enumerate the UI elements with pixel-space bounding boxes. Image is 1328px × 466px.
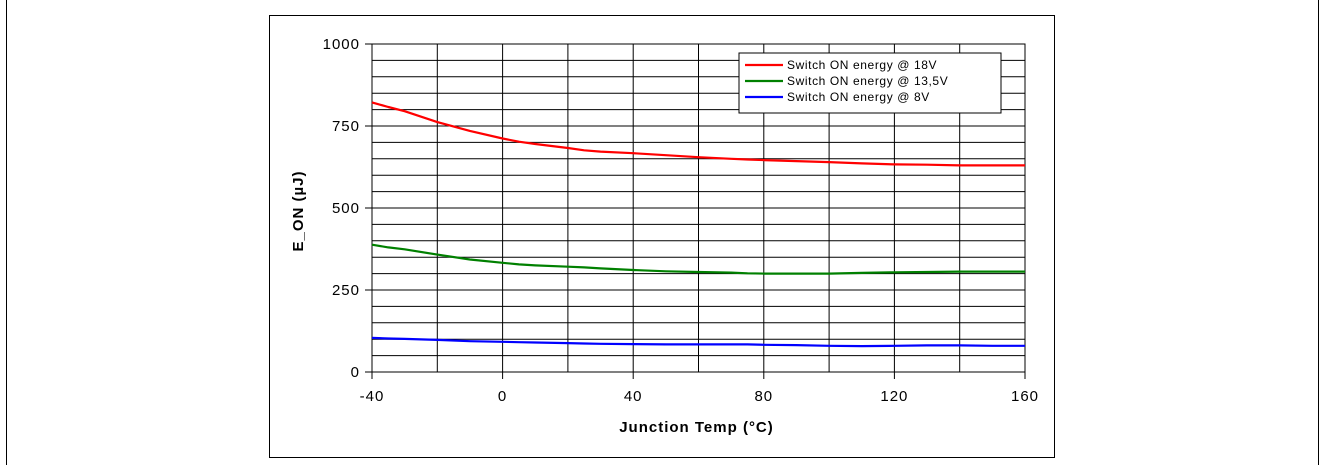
y-tick-label: 500	[332, 200, 360, 217]
x-tick-label: 120	[880, 388, 908, 405]
legend-label: Switch ON energy @ 8V	[787, 90, 930, 104]
y-axis-title: E_ON (µJ)	[290, 171, 307, 252]
x-tick-label: -40	[360, 388, 385, 405]
y-tick-label: 1000	[323, 36, 360, 53]
legend-label: Switch ON energy @ 13,5V	[787, 74, 948, 88]
series-lines	[371, 101, 1025, 348]
y-tick-label: 0	[351, 364, 360, 381]
y-tick-label: 250	[332, 282, 360, 299]
series-line-3	[371, 336, 1025, 348]
series-line-2	[371, 243, 1025, 275]
legend-box	[738, 52, 1002, 114]
y-tick-label: 750	[332, 118, 360, 135]
series-line-1	[371, 101, 1025, 167]
legend: Switch ON energy @ 18V Switch ON energy @…	[738, 52, 1002, 114]
x-tick-label: 80	[754, 388, 773, 405]
legend-label: Switch ON energy @ 18V	[787, 58, 937, 72]
x-tick-label: 160	[1011, 388, 1039, 405]
x-tick-label: 0	[498, 388, 507, 405]
x-tick-label: 40	[624, 388, 643, 405]
x-axis-title: Junction Temp (°C)	[619, 419, 774, 436]
page-frame	[6, 0, 1319, 465]
